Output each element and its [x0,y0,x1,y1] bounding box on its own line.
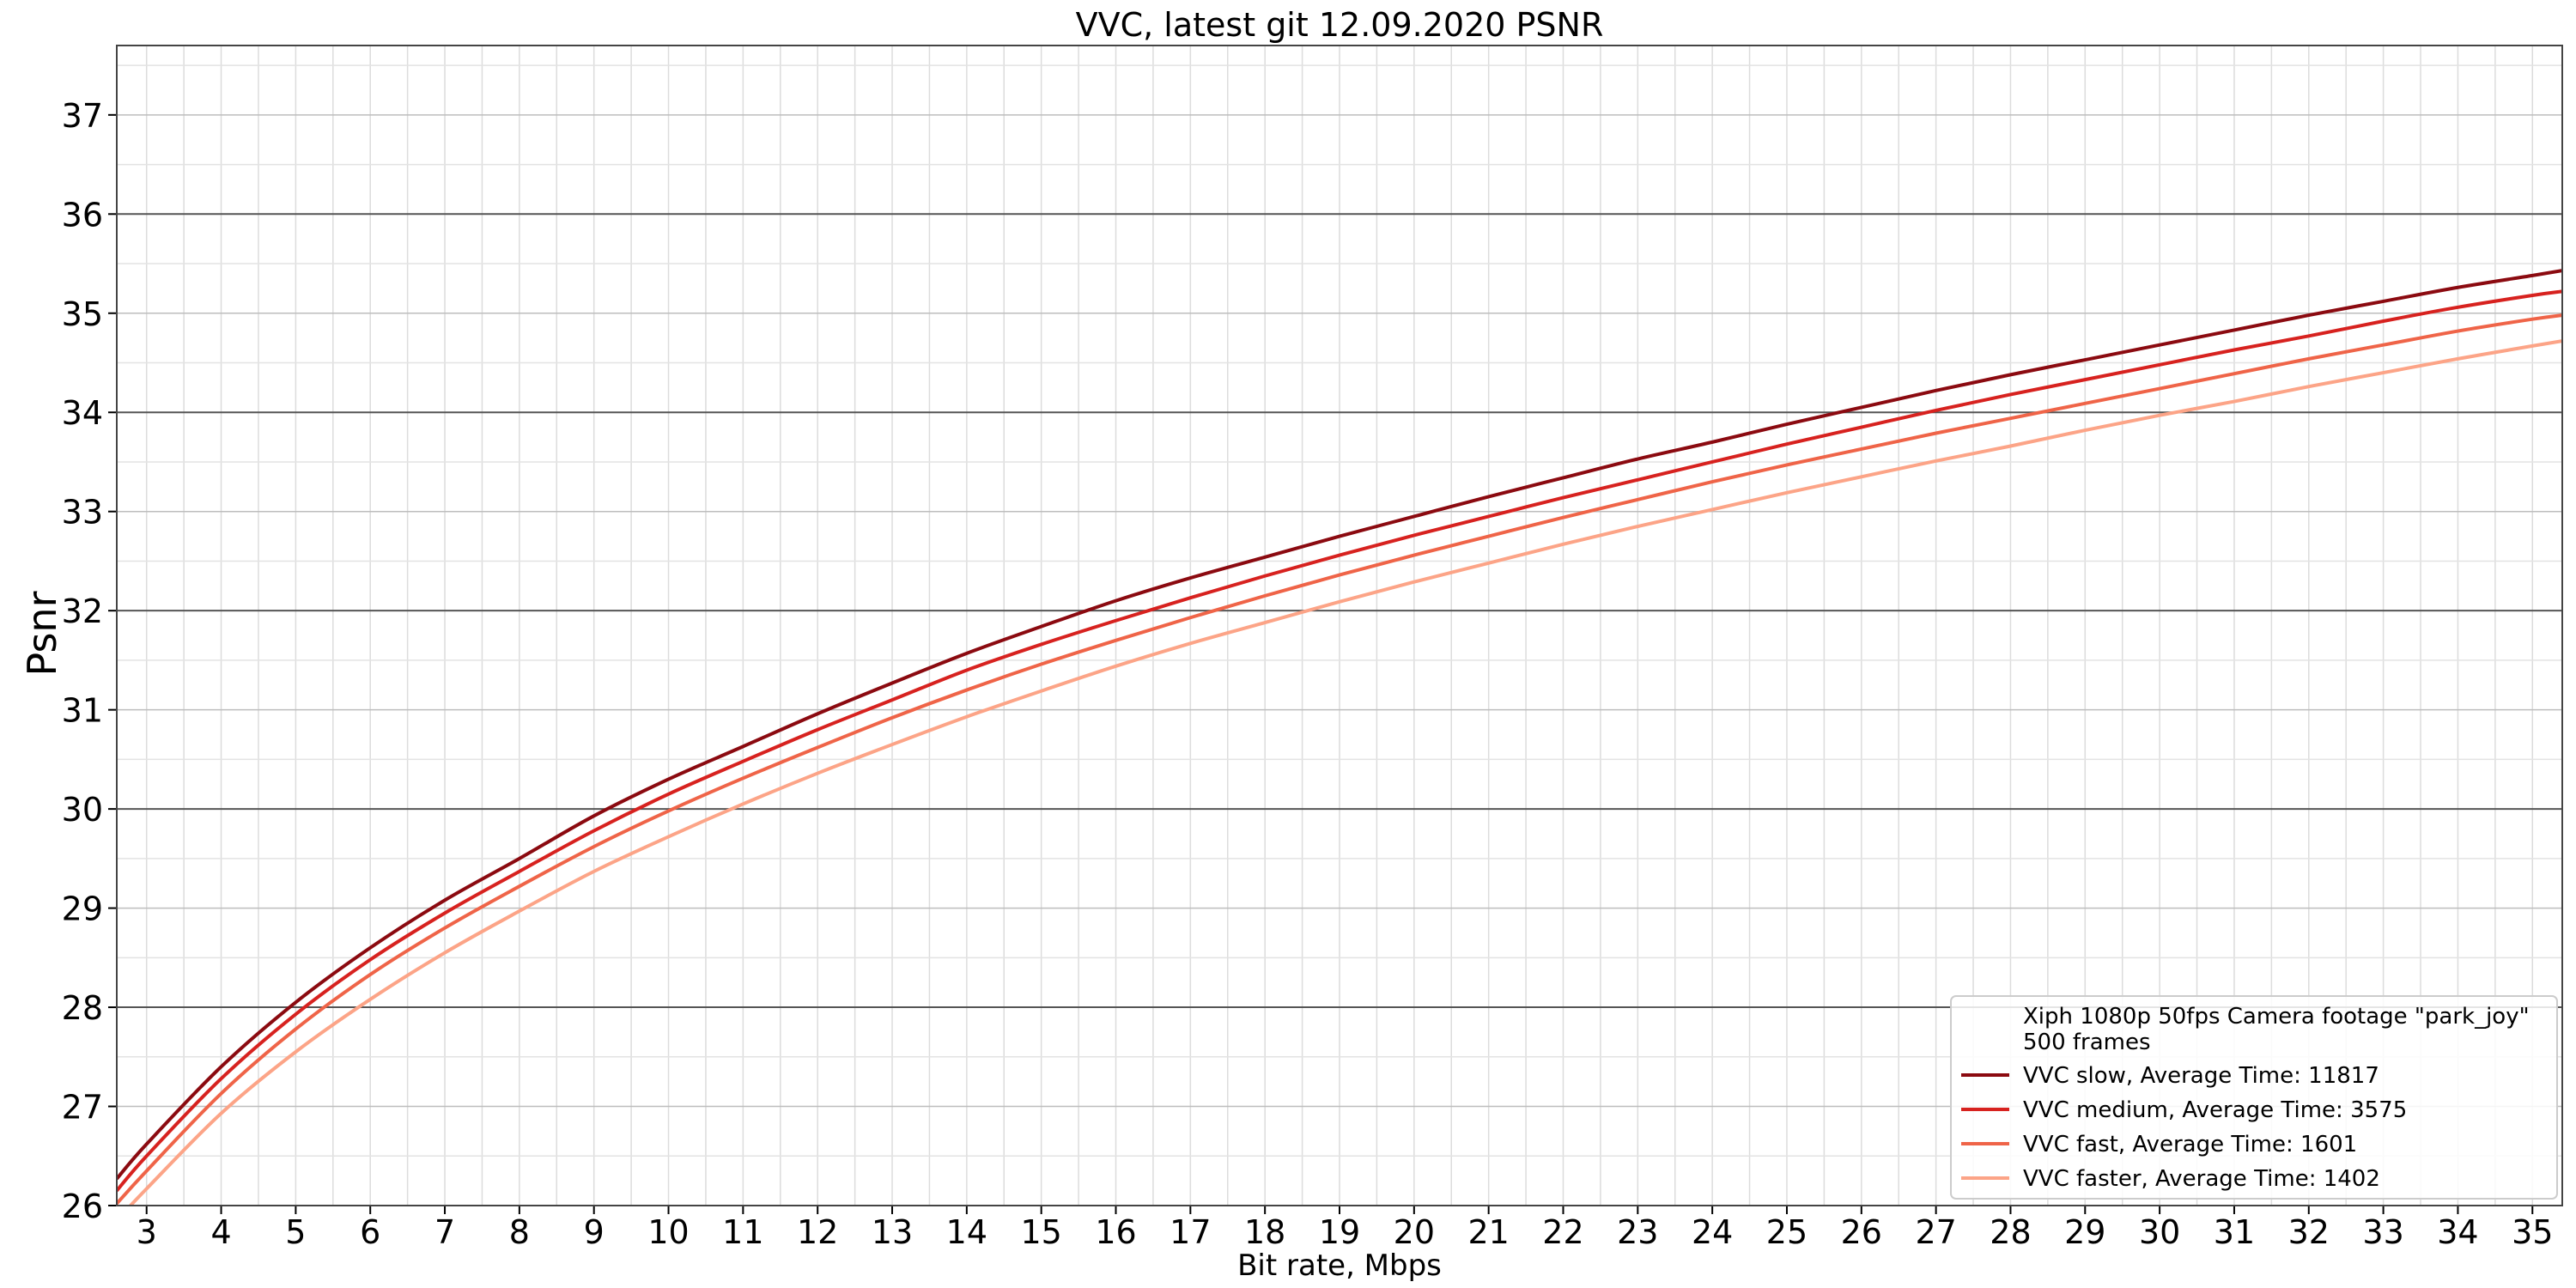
x-tick-label: 11 [722,1213,763,1251]
x-tick-label: 33 [2362,1213,2403,1251]
x-tick-label: 30 [2139,1213,2180,1251]
x-tick-label: 18 [1244,1213,1285,1251]
x-tick-label: 12 [797,1213,838,1251]
y-tick-label: 34 [62,394,103,432]
legend-label-0: VVC slow, Average Time: 11817 [2023,1063,2379,1089]
legend: Xiph 1080p 50fps Camera footage "park_jo… [1950,995,2558,1200]
legend-label-3: VVC faster, Average Time: 1402 [2023,1166,2380,1192]
chart-title: VVC, latest git 12.09.2020 PSNR [1076,6,1604,44]
x-tick-label: 20 [1394,1213,1435,1251]
grid [117,46,2562,1206]
y-tick-label: 33 [62,494,103,532]
plot-frame [116,45,2563,1206]
x-tick-label: 7 [434,1213,455,1251]
x-tick-label: 19 [1319,1213,1360,1251]
x-axis-label: Bit rate, Mbps [1237,1249,1442,1283]
y-tick-label: 28 [62,989,103,1027]
x-tick-label: 24 [1692,1213,1733,1251]
y-axis-label: Psnr [19,591,65,676]
y-tick-label: 26 [62,1188,103,1225]
x-tick-label: 25 [1766,1213,1807,1251]
x-tick-label: 23 [1617,1213,1658,1251]
ticks: 3 4 5 6 7 8 9 10 11 12 13 14 15 16 17 18 19 20 21 22 23 24 25 2… [62,97,2554,1251]
y-tick-label: 37 [62,97,103,135]
legend-box [1950,995,2558,1200]
legend-title: 500 frames [2023,1030,2151,1055]
x-tick-label: 28 [1990,1213,2031,1251]
y-tick-label: 27 [62,1089,103,1127]
x-tick-label: 15 [1021,1213,1062,1251]
x-tick-label: 8 [509,1213,530,1251]
x-tick-label: 31 [2214,1213,2255,1251]
x-tick-label: 35 [2512,1213,2553,1251]
series-lines [117,269,2562,1206]
x-tick-label: 27 [1915,1213,1956,1251]
legend-label-1: VVC medium, Average Time: 3575 [2023,1097,2407,1123]
x-tick-label: 6 [360,1213,380,1251]
y-tick-label: 30 [62,791,103,829]
x-tick-label: 29 [2064,1213,2105,1251]
x-tick-label: 5 [285,1213,306,1251]
series-line-3 [128,339,2562,1206]
y-tick-label: 36 [62,196,103,234]
x-tick-label: 21 [1467,1213,1509,1251]
x-tick-label: 32 [2288,1213,2330,1251]
x-tick-label: 26 [1841,1213,1882,1251]
x-tick-label: 16 [1095,1213,1136,1251]
series-line-0 [117,269,2562,1181]
y-tick-label: 32 [62,592,103,630]
x-tick-label: 10 [647,1213,689,1251]
x-tick-label: 17 [1170,1213,1211,1251]
legend-label-2: VVC fast, Average Time: 1601 [2023,1132,2357,1157]
x-tick-label: 3 [137,1213,157,1251]
series-line-1 [117,289,2562,1193]
x-tick-label: 14 [946,1213,987,1251]
x-tick-label: 22 [1542,1213,1583,1251]
x-tick-label: 34 [2437,1213,2478,1251]
legend-title: Xiph 1080p 50fps Camera footage "park_jo… [2023,1004,2530,1030]
x-tick-label: 13 [872,1213,913,1251]
x-tick-label: 4 [210,1213,231,1251]
y-tick-label: 31 [62,692,103,730]
y-tick-label: 29 [62,890,103,928]
series-line-2 [117,313,2562,1206]
y-tick-label: 35 [62,295,103,333]
x-tick-label: 9 [584,1213,605,1251]
